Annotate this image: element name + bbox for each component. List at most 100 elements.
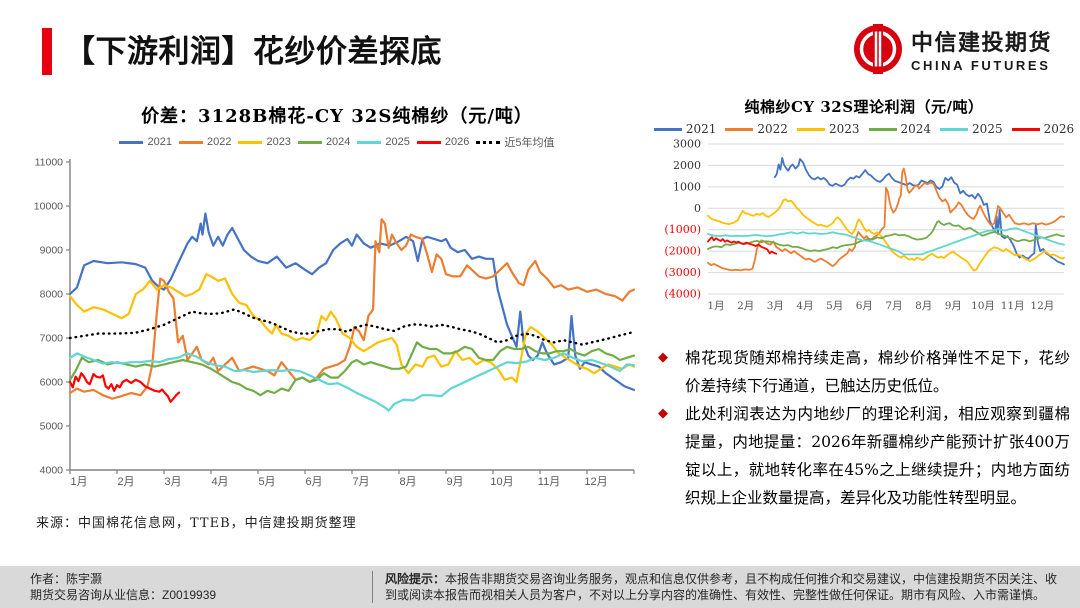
bullet-item: ◆ 棉花现货随郑棉持续走高，棉纱价格弹性不足下，花纱价差持续下行通道，已触达历史… xyxy=(658,344,1070,400)
series-line-2021 xyxy=(68,212,636,391)
legend-label: 2022 xyxy=(757,122,788,136)
bullet-text: 此处利润表达为内地纱厂的理论利润，相应观察到疆棉提量，内地提量：2026年新疆棉… xyxy=(685,405,1070,507)
risk-label: 风险提示： xyxy=(385,572,446,586)
legend-swatch-icon xyxy=(868,127,897,131)
svg-text:(1000): (1000) xyxy=(664,223,701,236)
series-line-2024 xyxy=(707,220,1065,252)
svg-text:6月: 6月 xyxy=(305,476,322,488)
svg-text:12月: 12月 xyxy=(584,476,607,488)
legend-label: 2023 xyxy=(266,136,291,148)
diamond-bullet-icon: ◆ xyxy=(658,405,668,420)
svg-text:10月: 10月 xyxy=(490,476,513,488)
legend-item: 2023 xyxy=(238,136,291,148)
series-line-2025 xyxy=(707,227,1065,256)
svg-text:(3000): (3000) xyxy=(664,266,701,279)
legend-label: 2026 xyxy=(1043,122,1075,136)
svg-text:8月: 8月 xyxy=(915,300,932,312)
series-line-2021 xyxy=(773,156,1065,266)
svg-text:5月: 5月 xyxy=(826,300,843,312)
logo-text: 中信建投期货 CHINA FUTURES xyxy=(911,25,1052,73)
footer-divider xyxy=(372,571,373,603)
legend-label: 2021 xyxy=(685,122,717,136)
svg-text:3月: 3月 xyxy=(767,300,784,312)
risk-disclaimer: 风险提示：本报告非期货交易咨询业务服务，观点和信息仅供参考，且不构成任何推介和交… xyxy=(385,571,1080,603)
series-line-近5年均值 xyxy=(68,308,636,346)
chart-title: 纯棉纱CY 32S理论利润（元/吨） xyxy=(744,98,984,116)
svg-text:7月: 7月 xyxy=(885,300,902,312)
svg-text:6000: 6000 xyxy=(40,377,64,389)
svg-text:12月: 12月 xyxy=(1030,300,1054,312)
legend-swatch-icon xyxy=(178,140,203,144)
bullet-text: 棉花现货随郑棉持续走高，棉纱价格弹性不足下，花纱价差持续下行通道，已触达历史低位… xyxy=(685,349,1070,395)
svg-text:10000: 10000 xyxy=(34,201,63,213)
legend-item: 2021 xyxy=(119,136,172,148)
legend-swatch-icon xyxy=(238,140,263,144)
legend-swatch-icon xyxy=(119,140,144,144)
svg-text:3000: 3000 xyxy=(673,138,701,151)
svg-text:(2000): (2000) xyxy=(664,245,701,258)
legend-swatch-icon xyxy=(297,140,322,144)
series-line-2026 xyxy=(68,372,181,403)
svg-text:4000: 4000 xyxy=(40,465,64,477)
series-line-2022 xyxy=(707,167,1065,272)
svg-text:11月: 11月 xyxy=(1001,300,1025,312)
svg-text:3月: 3月 xyxy=(164,476,181,488)
legend-item: 2024 xyxy=(868,122,931,136)
svg-text:5月: 5月 xyxy=(258,476,275,488)
citic-logo-icon xyxy=(853,24,902,74)
svg-text:4月: 4月 xyxy=(796,300,813,312)
diamond-bullet-icon: ◆ xyxy=(658,349,668,364)
svg-text:8月: 8月 xyxy=(399,476,416,488)
legend-label: 2022 xyxy=(206,136,232,148)
svg-text:11000: 11000 xyxy=(35,157,64,169)
legend-item: 2024 xyxy=(297,136,350,148)
series-line-2022 xyxy=(68,218,636,400)
legend-label: 2023 xyxy=(828,122,860,136)
series-line-2025 xyxy=(68,352,636,412)
profit-line-chart: 纯棉纱CY 32S理论利润（元/吨） 2021 2022 2023 2024 2025 20… xyxy=(653,96,1074,314)
svg-text:10月: 10月 xyxy=(971,300,995,312)
legend-item: 2026 xyxy=(1011,122,1075,136)
source-note: 来源：中国棉花信息网，TTEB，中信建投期货整理 xyxy=(36,516,357,531)
legend-item: 2025 xyxy=(940,122,1003,136)
legend-item: 2021 xyxy=(653,122,717,136)
svg-text:2000: 2000 xyxy=(673,159,701,172)
series-line-2023 xyxy=(68,273,636,384)
logo-name-cn: 中信建投期货 xyxy=(910,30,1052,55)
svg-text:4月: 4月 xyxy=(211,476,228,488)
author-block: 作者：陈宇灏 期货交易咨询从业信息：Z0019939 xyxy=(0,571,360,603)
svg-text:9月: 9月 xyxy=(945,300,962,312)
page-title: 【下游利润】花纱价差探底 xyxy=(64,34,442,69)
chart-title: 价差：3128B棉花-CY 32S纯棉纱（元/吨） xyxy=(141,106,533,127)
series-line-2024 xyxy=(68,341,636,397)
svg-text:6月: 6月 xyxy=(856,300,873,312)
legend-swatch-icon xyxy=(476,140,501,144)
author-name: 作者：陈宇灏 xyxy=(30,572,103,586)
risk-text: 本报告非期货交易咨询业务服务，观点和信息仅供参考，且不构成任何推介和交易建议，中… xyxy=(385,572,1058,602)
legend-item: 近5年均值 xyxy=(476,134,555,150)
title-accent-bar xyxy=(42,28,52,75)
svg-text:8000: 8000 xyxy=(40,289,64,301)
author-license: 期货交易咨询从业信息：Z0019939 xyxy=(30,588,217,602)
legend-item: 2022 xyxy=(725,122,788,136)
series-line-2026 xyxy=(707,236,778,255)
svg-text:1月: 1月 xyxy=(70,476,87,488)
legend-swatch-icon xyxy=(940,127,969,131)
svg-text:11月: 11月 xyxy=(538,476,560,488)
legend-label: 近5年均值 xyxy=(504,137,555,149)
svg-text:(4000): (4000) xyxy=(664,288,701,301)
chart-plot: 4000 5000 6000 7000 8000 9000 10000 11000 1月 2月 3月… xyxy=(34,157,636,488)
svg-text:5000: 5000 xyxy=(40,421,64,433)
svg-text:9月: 9月 xyxy=(446,476,463,488)
logo-name-en: CHINA FUTURES xyxy=(910,58,1051,73)
legend-swatch-icon xyxy=(796,127,825,131)
series-line-2023 xyxy=(707,198,1065,272)
legend-label: 2025 xyxy=(972,122,1003,136)
legend-swatch-icon xyxy=(653,127,682,131)
svg-text:1月: 1月 xyxy=(707,300,724,312)
svg-text:2月: 2月 xyxy=(737,300,754,312)
svg-text:2月: 2月 xyxy=(117,476,134,488)
legend-item: 2022 xyxy=(178,136,232,148)
legend-item: 2025 xyxy=(357,136,410,148)
